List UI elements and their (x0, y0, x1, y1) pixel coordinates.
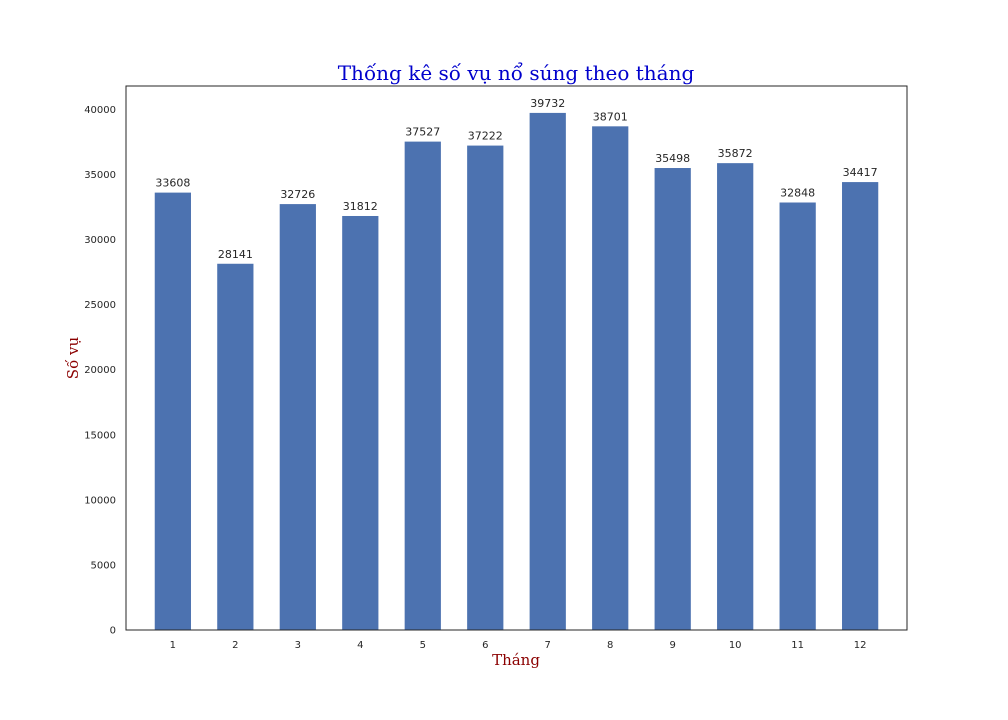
y-axis-label: Số vụ (64, 336, 82, 379)
y-tick-label-35000: 35000 (84, 170, 116, 181)
bar-12 (842, 182, 879, 630)
plot-frame (125, 85, 908, 631)
data-label-5: 37527 (405, 126, 440, 139)
x-tick-label-7: 7 (545, 640, 551, 651)
y-tick-label-15000: 15000 (84, 430, 116, 441)
x-tick-label-2: 2 (232, 640, 238, 651)
data-labels-group: 33608 28141 32726 31812 37527 37222 39732 38701… (155, 97, 877, 261)
bar-11 (779, 202, 816, 630)
x-tick-label-10: 10 (729, 640, 742, 651)
y-tick-label-25000: 25000 (84, 300, 116, 311)
y-axis-ticks: 0 5000 10000 15000 20000 25000 30000 35000 40000 (84, 105, 116, 637)
x-tick-label-1: 1 (170, 640, 176, 651)
y-tick-label-0: 0 (110, 626, 116, 637)
x-tick-label-9: 9 (670, 640, 676, 651)
bar-5 (404, 141, 441, 631)
x-tick-label-3: 3 (295, 640, 301, 651)
data-label-2: 28141 (218, 248, 253, 261)
y-tick-label-30000: 30000 (84, 235, 116, 246)
x-tick-label-12: 12 (854, 640, 867, 651)
x-axis-ticks: 1 2 3 4 5 6 7 8 9 10 11 12 (170, 640, 867, 651)
bars-group (154, 112, 879, 631)
bar-8 (592, 126, 629, 630)
data-label-8: 38701 (593, 110, 628, 123)
bar-4 (342, 215, 379, 631)
x-axis-label: Tháng (492, 651, 540, 669)
bar-3 (279, 204, 316, 630)
x-tick-label-8: 8 (607, 640, 613, 651)
bar-6 (467, 145, 504, 630)
y-tick-label-5000: 5000 (91, 560, 116, 571)
data-label-11: 32848 (780, 187, 815, 200)
data-label-12: 34417 (843, 166, 878, 179)
data-label-10: 35872 (718, 147, 753, 160)
x-tick-label-4: 4 (357, 640, 363, 651)
bar-7 (529, 112, 566, 630)
data-label-7: 39732 (530, 97, 565, 110)
chart-title: Thống kê số vụ nổ súng theo tháng (338, 61, 695, 85)
bar-2 (217, 263, 254, 630)
y-tick-label-20000: 20000 (84, 365, 116, 376)
y-tick-label-10000: 10000 (84, 495, 116, 506)
x-tick-label-11: 11 (791, 640, 804, 651)
x-tick-label-5: 5 (420, 640, 426, 651)
data-label-3: 32726 (280, 188, 315, 201)
bar-10 (717, 163, 754, 630)
data-label-6: 37222 (468, 130, 503, 143)
x-tick-label-6: 6 (482, 640, 488, 651)
data-label-1: 33608 (155, 177, 190, 190)
bar-1 (154, 192, 191, 631)
data-label-4: 31812 (343, 200, 378, 213)
bar-9 (654, 168, 691, 630)
y-tick-label-40000: 40000 (84, 105, 116, 116)
data-label-9: 35498 (655, 152, 690, 165)
